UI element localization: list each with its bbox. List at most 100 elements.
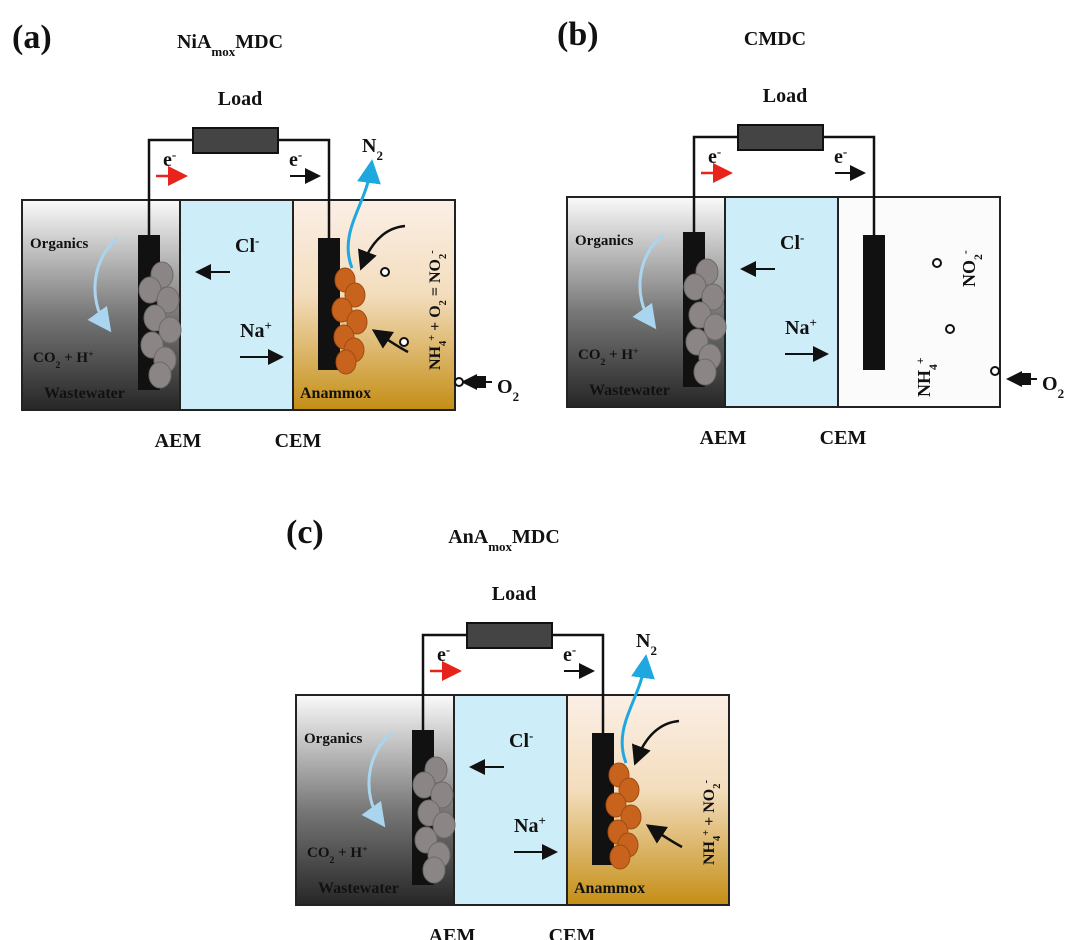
load-label: Load (492, 583, 536, 605)
text-part: CMDC (744, 28, 806, 50)
middle-chamber (180, 200, 293, 410)
text-part: 4 (712, 836, 723, 841)
text-part: 2 (376, 148, 383, 163)
biofilm (694, 359, 716, 385)
text-part: mox (488, 539, 512, 554)
text-part: 2 (438, 254, 449, 259)
text-part: AnA (448, 526, 489, 548)
text-part: N (636, 630, 651, 652)
electron-label: e- (163, 147, 176, 172)
n2-label: N2 (636, 630, 657, 658)
text-part: - (298, 147, 302, 162)
text-part: + H (334, 845, 362, 861)
load-label: Load (218, 88, 262, 110)
text-part: - (172, 147, 176, 162)
text-part: O (497, 376, 513, 398)
text-part: MDC (512, 526, 560, 548)
text-part: - (843, 144, 847, 159)
text-part: - (446, 642, 450, 657)
panel-label: (b) (557, 16, 599, 53)
membrane-label: AEM (429, 925, 476, 940)
anammox-label: Anammox (574, 880, 645, 897)
bubble (933, 259, 941, 267)
text-part: Cl (509, 730, 529, 752)
anammox-biofilm (610, 845, 630, 869)
wastewater-label: Wastewater (589, 382, 670, 399)
biofilm (149, 362, 171, 388)
membrane-label: CEM (820, 427, 867, 449)
membrane-label: AEM (700, 427, 747, 449)
text-part: NO (959, 260, 979, 287)
organics-label: Organics (575, 233, 633, 249)
text-part: N (362, 135, 377, 157)
text-part: - (529, 728, 533, 743)
text-part: 2 (972, 254, 985, 260)
text-part: + (88, 349, 94, 360)
text-part: + (538, 813, 545, 828)
text-part: 2 (513, 389, 520, 404)
text-part: e (163, 149, 172, 171)
bubble (400, 338, 408, 346)
wastewater-label: Wastewater (44, 385, 125, 402)
text-part: - (959, 250, 972, 254)
text-part: 2 (1058, 386, 1065, 401)
text-part: 4 (927, 364, 940, 370)
text-part: + O (427, 305, 444, 335)
valve (475, 376, 486, 388)
text-part: 2 (650, 643, 657, 658)
text-part: e (563, 644, 572, 666)
load-resistor (738, 125, 823, 150)
electron-label: e- (834, 144, 847, 169)
text-part: - (255, 233, 259, 248)
panel-label: (a) (12, 19, 52, 56)
anammox-biofilm (336, 350, 356, 374)
diagram: (a)NiAmoxMDCLoade-e-N2OrganicsCO2 + H+Wa… (0, 0, 1067, 940)
organics-label: Organics (30, 236, 88, 252)
middle-chamber (725, 197, 838, 407)
panel-title: CMDC (744, 28, 806, 50)
text-part: e (834, 146, 843, 168)
text-part: Na (514, 815, 538, 837)
text-part: + (809, 315, 816, 330)
text-part: NH (914, 370, 934, 397)
bubble (455, 378, 463, 386)
load-resistor (193, 128, 278, 153)
text-part: CO (307, 845, 330, 861)
text-part: e (437, 644, 446, 666)
organics-label: Organics (304, 731, 362, 747)
text-part: mox (211, 44, 235, 59)
bubble (991, 367, 999, 375)
text-part: + (914, 357, 927, 364)
electron-label: e- (289, 147, 302, 172)
text-part: - (572, 642, 576, 657)
text-part: 4 (438, 341, 449, 346)
text-part: NH (701, 840, 718, 865)
text-part: + (362, 844, 368, 855)
text-part: - (800, 230, 804, 245)
text-part: O (1042, 373, 1058, 395)
text-part: e (708, 146, 717, 168)
text-part: NiA (177, 31, 212, 53)
oxygen-label: O2 (497, 376, 519, 404)
membrane-label: CEM (275, 430, 322, 452)
anammox-label: Anammox (300, 385, 371, 402)
electron-label: e- (563, 642, 576, 667)
text-part: = NO (427, 259, 444, 300)
cathode-chamber (293, 200, 455, 410)
text-part: CO (578, 347, 601, 363)
text-part: NH (427, 345, 444, 370)
text-part: + NO (701, 789, 718, 830)
text-part: - (427, 250, 438, 254)
electron-label: e- (437, 642, 450, 667)
panel: (b)CMDCLoade-e-OrganicsCO2 + H+Wastewate… (557, 16, 1064, 449)
load-label: Load (763, 85, 807, 107)
valve (1020, 373, 1031, 385)
text-part: 2 (712, 784, 723, 789)
cathode (863, 235, 885, 370)
text-part: Na (785, 317, 809, 339)
panel-title: NiAmoxMDC (177, 31, 283, 59)
membrane-label: CEM (549, 925, 596, 940)
text-part: + (264, 318, 271, 333)
